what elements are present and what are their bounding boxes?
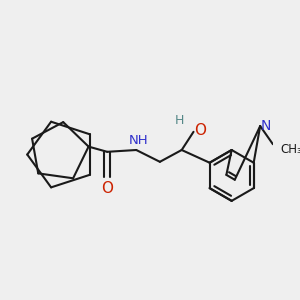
Text: CH₃: CH₃ — [280, 143, 300, 156]
Text: NH: NH — [128, 134, 148, 147]
Text: N: N — [261, 119, 272, 133]
Text: O: O — [194, 122, 206, 137]
Text: H: H — [175, 114, 184, 128]
Text: O: O — [101, 181, 113, 196]
